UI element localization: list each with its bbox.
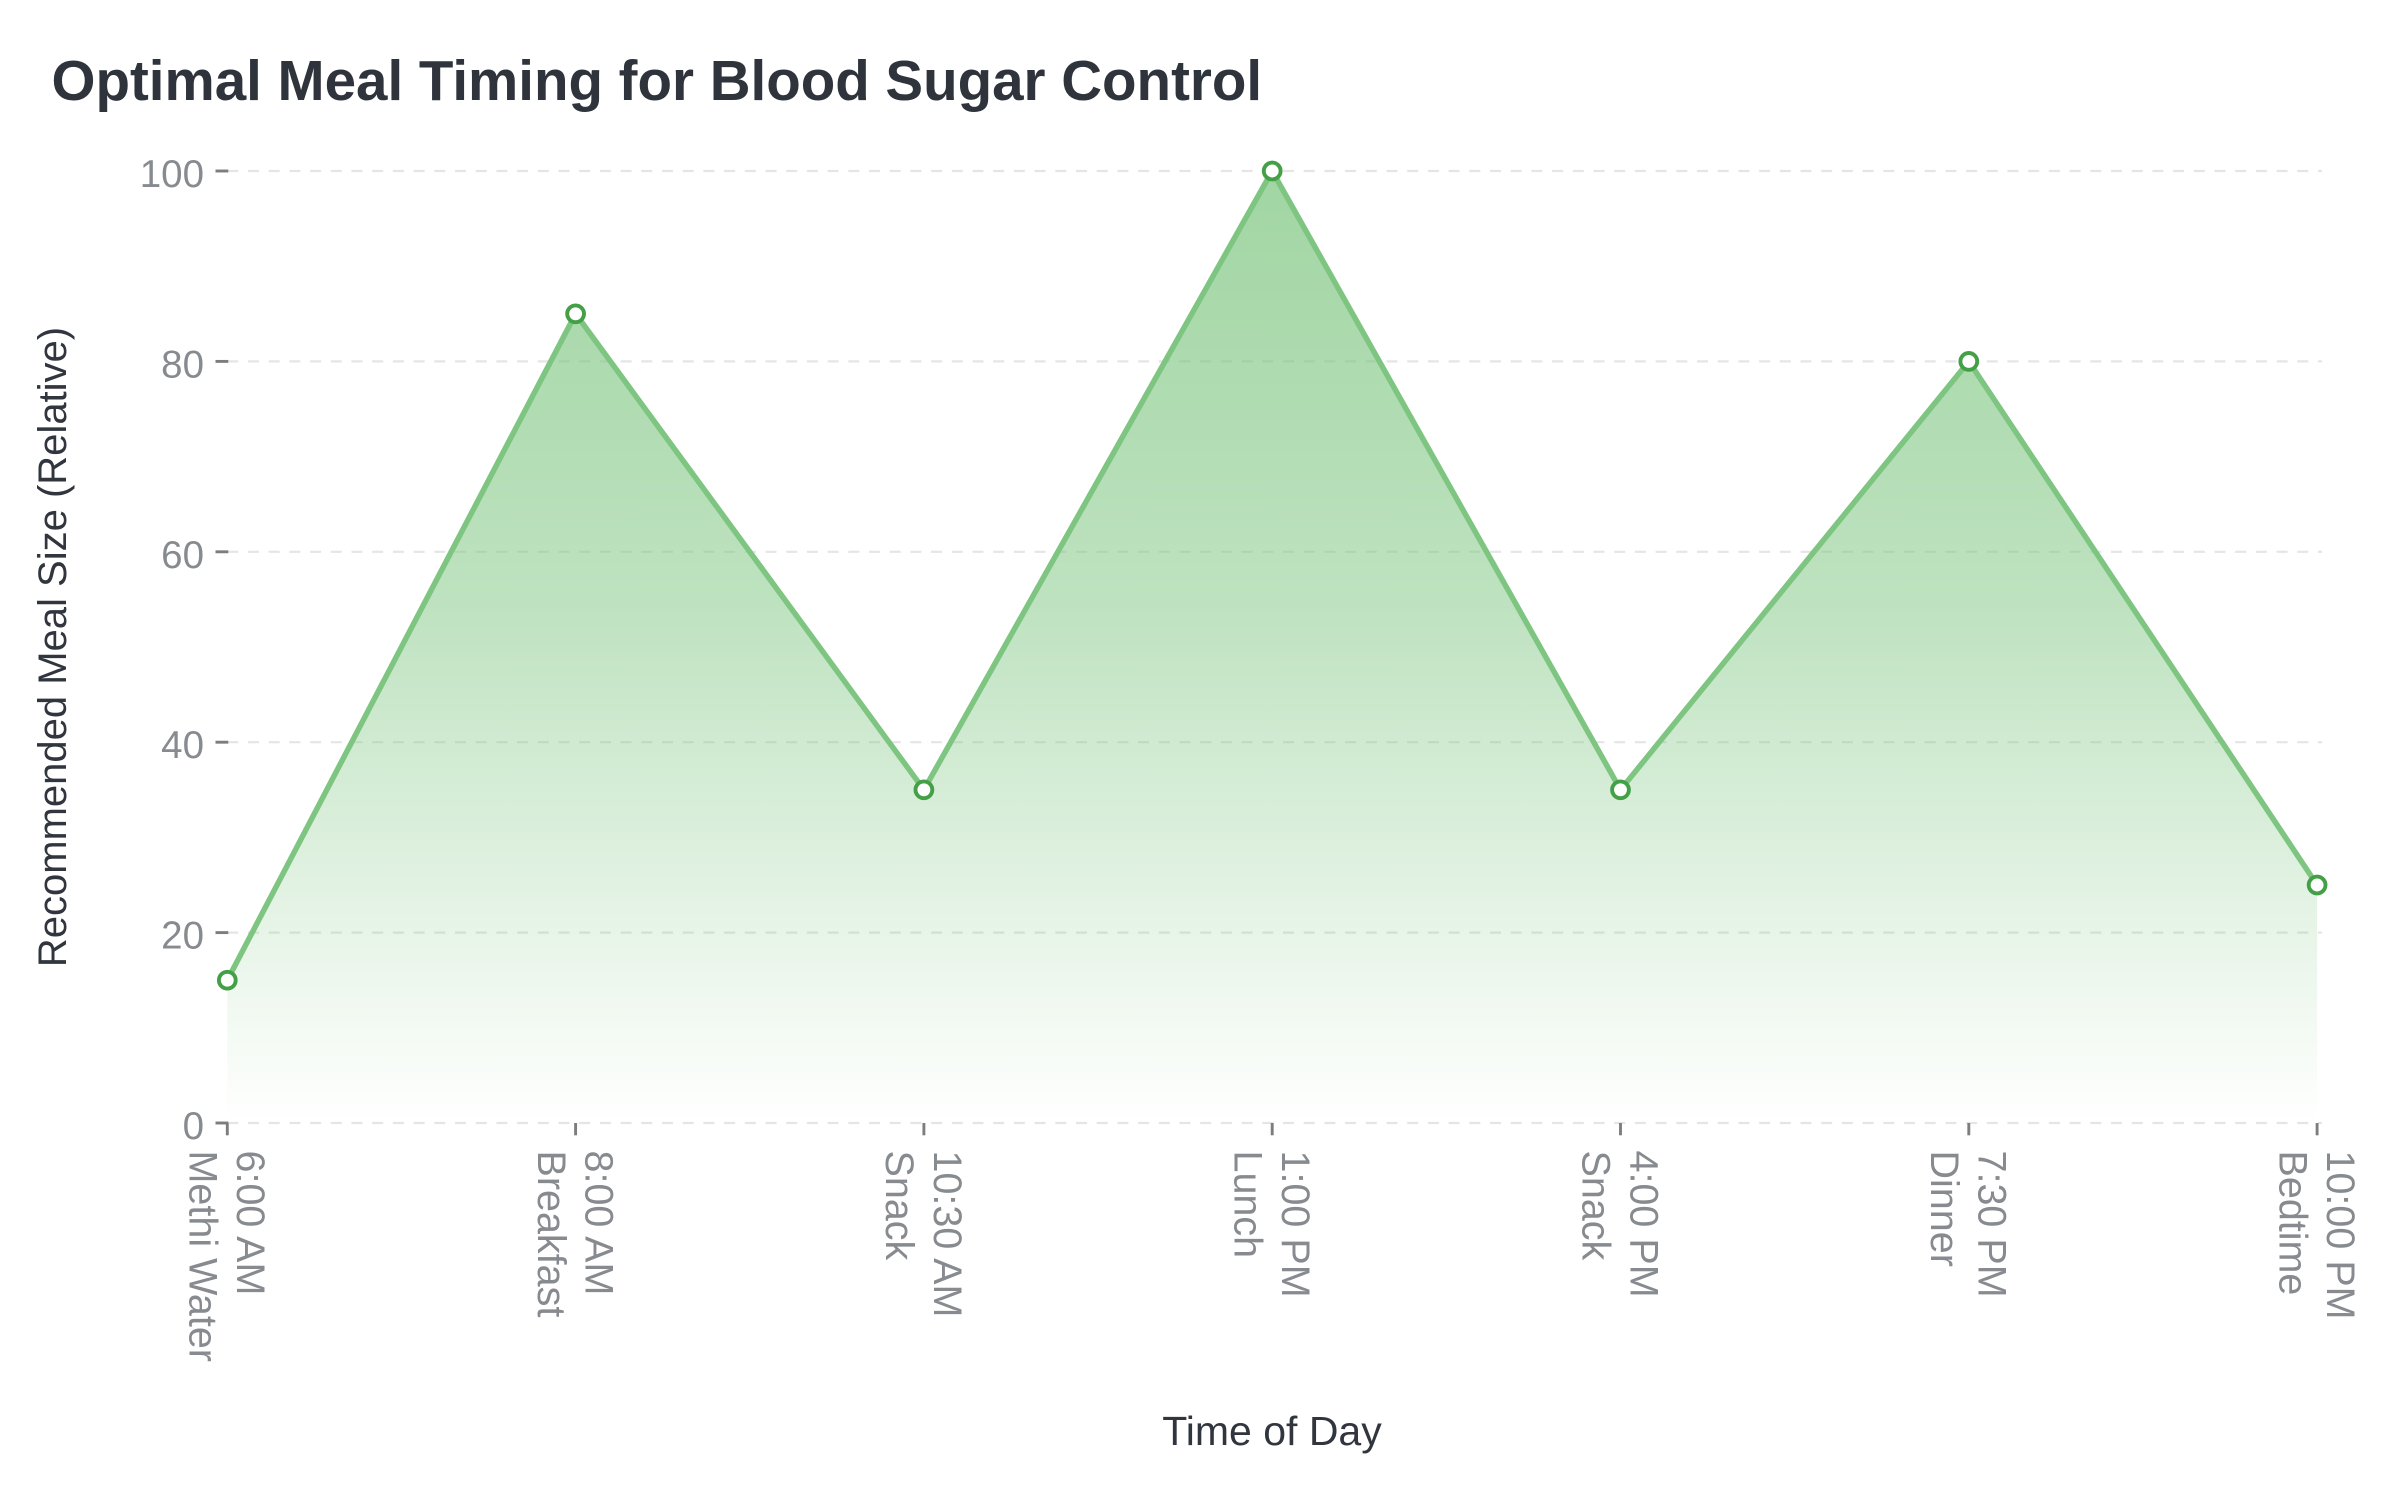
svg-text:Breakfast: Breakfast [529, 1151, 573, 1318]
svg-text:Recommended Meal Size (Relativ: Recommended Meal Size (Relative) [31, 327, 75, 967]
svg-text:6:00 AM: 6:00 AM [228, 1151, 272, 1296]
svg-text:80: 80 [161, 343, 204, 386]
svg-text:10:30 AM: 10:30 AM [925, 1151, 969, 1318]
svg-text:20: 20 [161, 915, 204, 958]
svg-text:Optimal Meal Timing for Blood: Optimal Meal Timing for Blood Sugar Cont… [52, 49, 1263, 112]
svg-text:Dinner: Dinner [1922, 1151, 1966, 1267]
svg-text:100: 100 [140, 153, 204, 196]
svg-text:4:00 PM: 4:00 PM [1621, 1151, 1665, 1298]
svg-text:7:30 PM: 7:30 PM [1970, 1151, 2014, 1298]
svg-text:Snack: Snack [877, 1151, 921, 1261]
svg-text:Bedtime: Bedtime [2270, 1151, 2314, 1296]
svg-text:Lunch: Lunch [1225, 1151, 1269, 1259]
svg-text:40: 40 [161, 724, 204, 767]
svg-text:8:00 AM: 8:00 AM [577, 1151, 621, 1296]
svg-text:Snack: Snack [1574, 1151, 1618, 1261]
svg-text:60: 60 [161, 534, 204, 577]
svg-text:Time of Day: Time of Day [1162, 1408, 1382, 1454]
svg-text:10:00 PM: 10:00 PM [2318, 1151, 2362, 1320]
svg-text:1:00 PM: 1:00 PM [1273, 1151, 1317, 1298]
svg-text:0: 0 [183, 1105, 204, 1148]
svg-text:Methi Water: Methi Water [181, 1151, 225, 1362]
